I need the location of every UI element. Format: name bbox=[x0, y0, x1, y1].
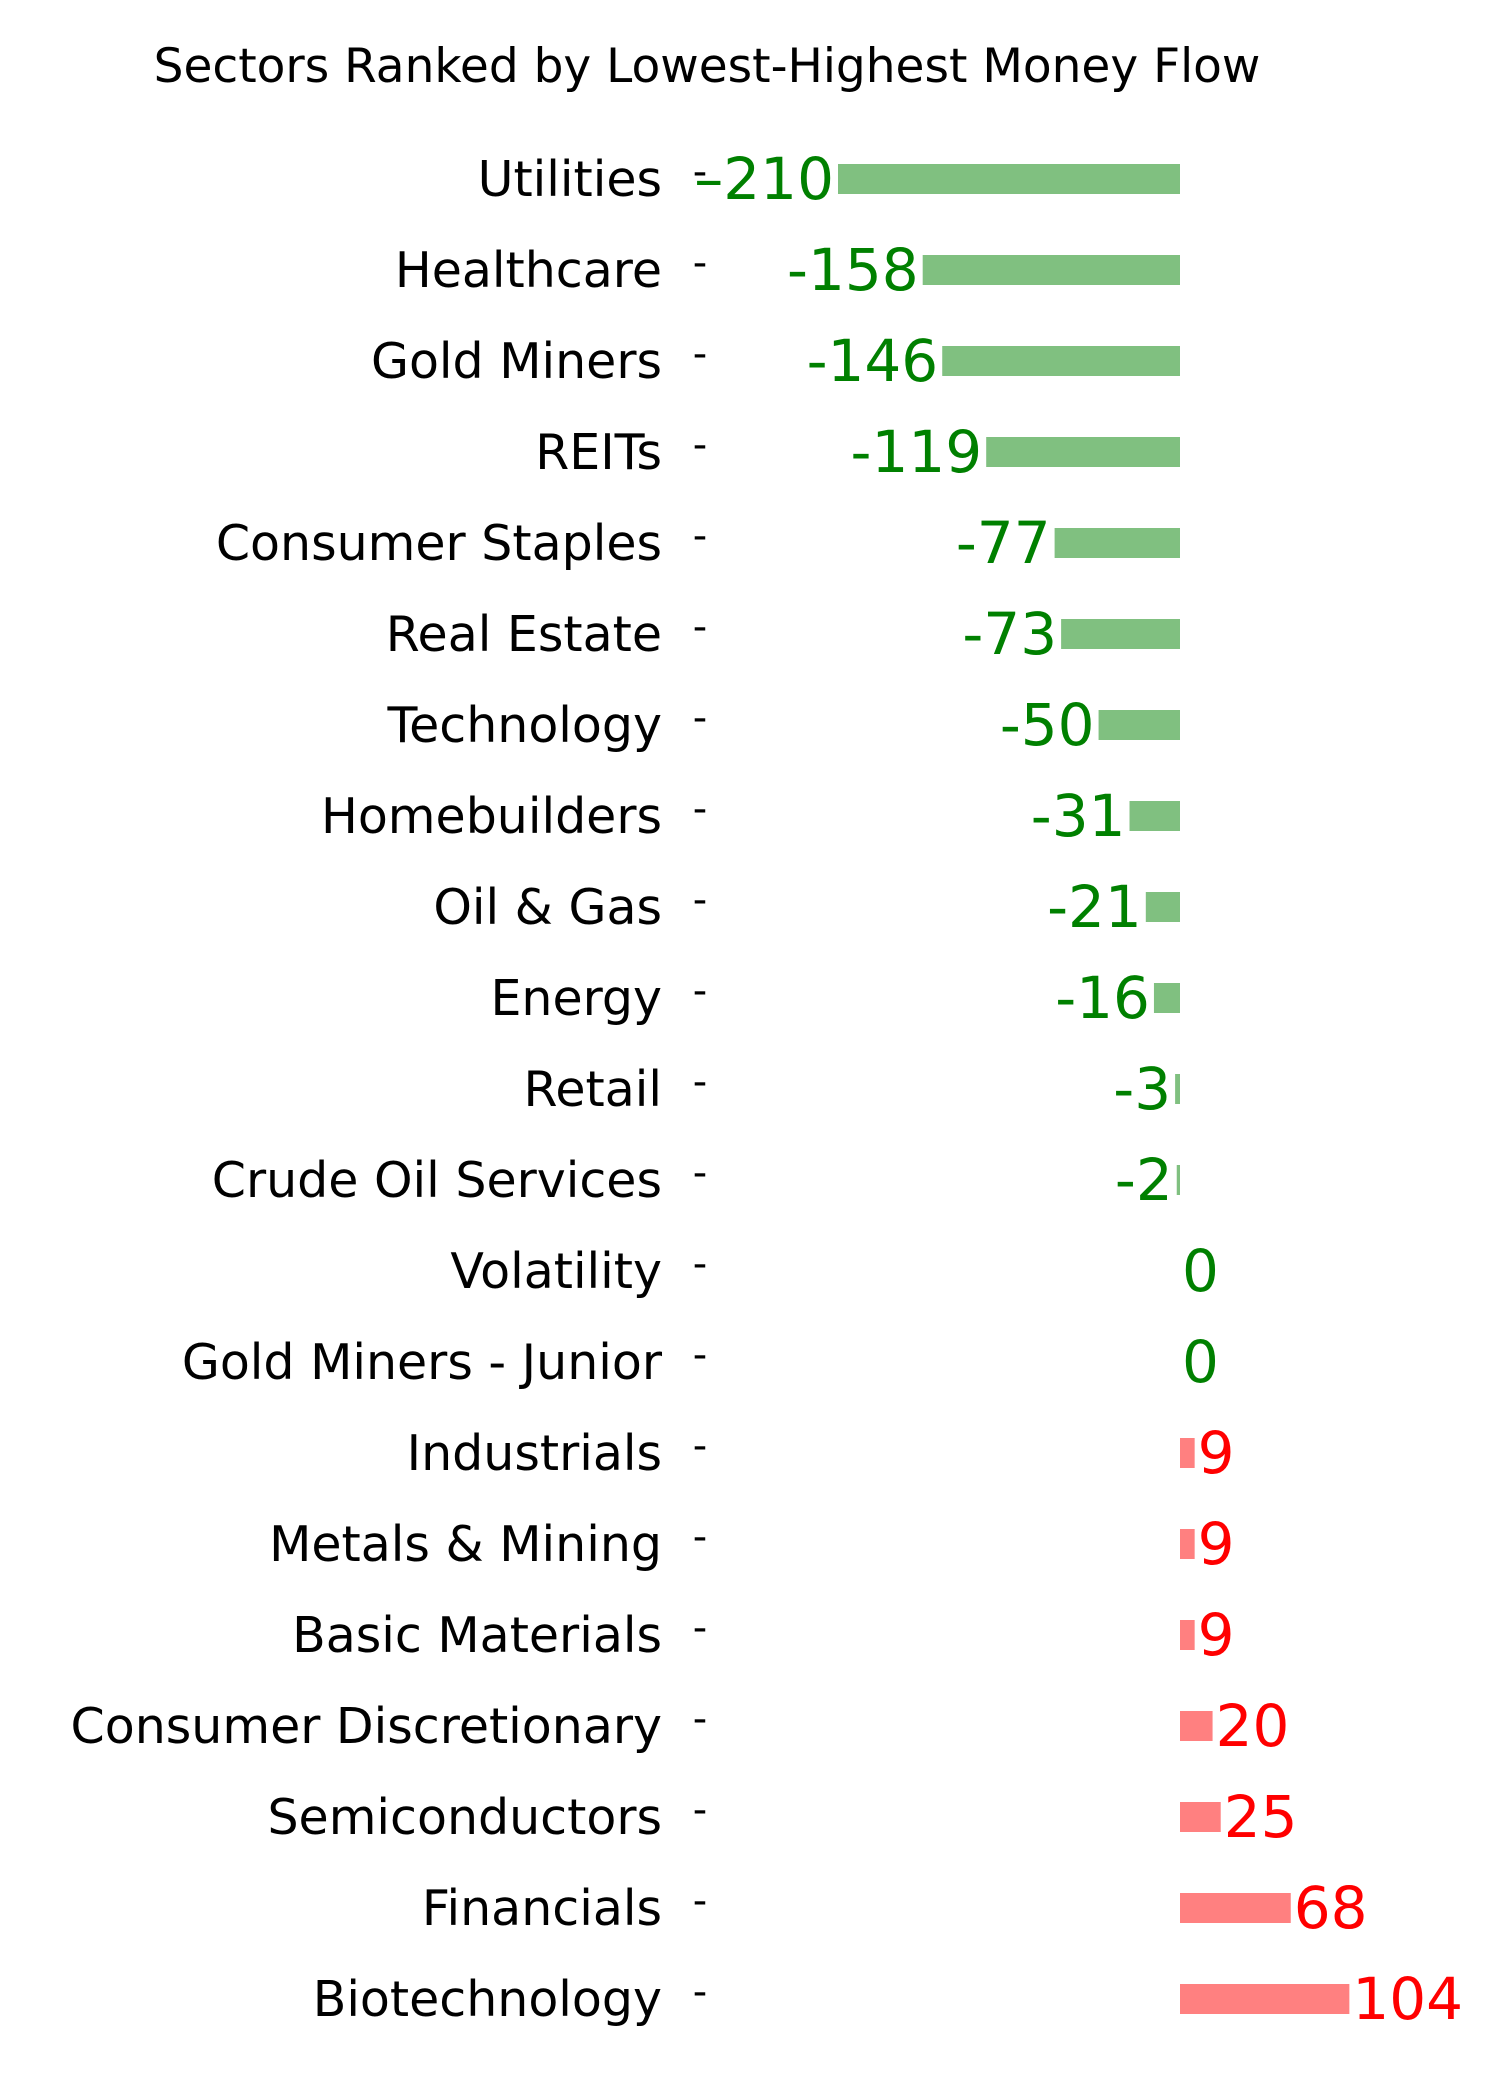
value-label: 20 bbox=[1216, 1692, 1290, 1760]
bar bbox=[1098, 710, 1180, 740]
chart-title: Sectors Ranked by Lowest-Highest Money F… bbox=[154, 39, 1261, 94]
value-label: 9 bbox=[1198, 1601, 1235, 1669]
tick-mark: - bbox=[693, 149, 707, 195]
value-label: -77 bbox=[956, 509, 1051, 577]
tick-mark: - bbox=[693, 1150, 707, 1196]
bar bbox=[1180, 1802, 1221, 1832]
category-label: Technology bbox=[387, 697, 662, 754]
bar bbox=[942, 346, 1180, 376]
category-label: Metals & Mining bbox=[269, 1516, 662, 1573]
category-label: Energy bbox=[490, 970, 662, 1027]
value-label: -2 bbox=[1115, 1146, 1173, 1214]
tick-mark: - bbox=[693, 786, 707, 832]
value-label: 25 bbox=[1224, 1783, 1298, 1851]
tick-mark: - bbox=[693, 1696, 707, 1742]
category-label: Oil & Gas bbox=[433, 879, 662, 936]
tick-mark: - bbox=[693, 1514, 707, 1560]
category-label: REITs bbox=[535, 424, 662, 481]
tick-mark: - bbox=[693, 1241, 707, 1287]
bar bbox=[1180, 1984, 1350, 2014]
tick-mark: - bbox=[693, 331, 707, 377]
bar bbox=[1054, 528, 1180, 558]
tick-mark: - bbox=[693, 513, 707, 559]
value-label: 9 bbox=[1198, 1419, 1235, 1487]
category-label: Volatility bbox=[450, 1243, 662, 1300]
bar bbox=[1176, 1165, 1180, 1195]
category-label: Healthcare bbox=[395, 242, 662, 299]
category-label: Consumer Staples bbox=[216, 515, 662, 572]
category-label: Semiconductors bbox=[267, 1789, 662, 1846]
bar bbox=[838, 164, 1180, 194]
category-label: Financials bbox=[422, 1880, 662, 1937]
category-label: Gold Miners - Junior bbox=[182, 1334, 663, 1391]
bar bbox=[1061, 619, 1180, 649]
bar bbox=[1180, 1529, 1195, 1559]
category-label: Biotechnology bbox=[313, 1971, 662, 2028]
value-label: -31 bbox=[1031, 782, 1126, 850]
category-label: Gold Miners bbox=[371, 333, 662, 390]
value-label: -16 bbox=[1055, 964, 1150, 1032]
bar bbox=[1145, 892, 1180, 922]
bar bbox=[1175, 1074, 1180, 1104]
category-label: Retail bbox=[524, 1061, 662, 1118]
category-label: Utilities bbox=[478, 151, 662, 208]
bar bbox=[1180, 1893, 1291, 1923]
tick-mark: - bbox=[693, 1787, 707, 1833]
value-label: 104 bbox=[1352, 1965, 1463, 2033]
bar bbox=[1180, 1620, 1195, 1650]
value-label: 0 bbox=[1182, 1328, 1219, 1396]
bar bbox=[1153, 983, 1180, 1013]
tick-mark: - bbox=[693, 968, 707, 1014]
category-label: Real Estate bbox=[386, 606, 662, 663]
tick-mark: - bbox=[693, 1423, 707, 1469]
category-label: Industrials bbox=[407, 1425, 662, 1482]
value-label: -50 bbox=[1000, 691, 1095, 759]
tick-mark: - bbox=[693, 1059, 707, 1105]
category-label: Homebuilders bbox=[321, 788, 662, 845]
value-label: -146 bbox=[807, 327, 939, 395]
bar bbox=[922, 255, 1180, 285]
bar bbox=[1180, 1711, 1213, 1741]
bar bbox=[1129, 801, 1180, 831]
value-label: -3 bbox=[1113, 1055, 1171, 1123]
value-label: -158 bbox=[787, 236, 919, 304]
tick-mark: - bbox=[693, 1969, 707, 2015]
bar bbox=[986, 437, 1180, 467]
value-label: -119 bbox=[851, 418, 983, 486]
category-label: Basic Materials bbox=[292, 1607, 662, 1664]
tick-mark: - bbox=[693, 1878, 707, 1924]
tick-mark: - bbox=[693, 695, 707, 741]
category-label: Consumer Discretionary bbox=[71, 1698, 663, 1755]
value-label: –210 bbox=[694, 145, 834, 213]
value-label: -73 bbox=[962, 600, 1057, 668]
bar bbox=[1180, 1438, 1195, 1468]
tick-mark: - bbox=[693, 1605, 707, 1651]
tick-mark: - bbox=[693, 877, 707, 923]
tick-mark: - bbox=[693, 240, 707, 286]
tick-mark: - bbox=[693, 604, 707, 650]
value-label: 68 bbox=[1294, 1874, 1368, 1942]
value-label: 0 bbox=[1182, 1237, 1219, 1305]
value-label: -21 bbox=[1047, 873, 1142, 941]
value-label: 9 bbox=[1198, 1510, 1235, 1578]
tick-mark: - bbox=[693, 422, 707, 468]
tick-mark: - bbox=[693, 1332, 707, 1378]
category-label: Crude Oil Services bbox=[212, 1152, 662, 1209]
